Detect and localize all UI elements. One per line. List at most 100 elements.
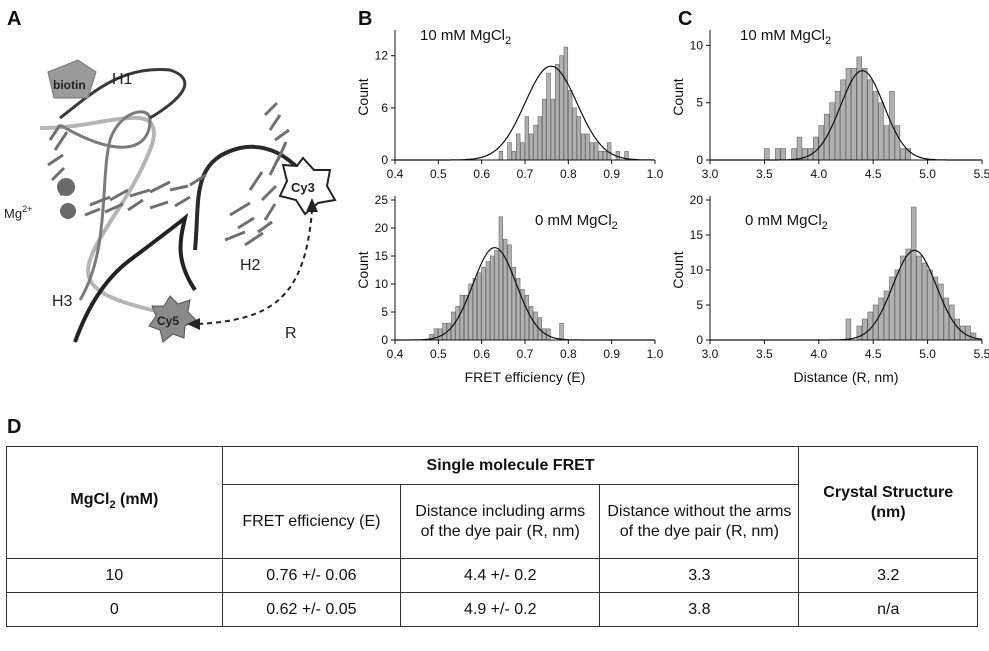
histogram-bar: [585, 133, 590, 161]
header-distance-including-arms: Distance including arms of the dye pair …: [400, 484, 601, 559]
x-tick-label: 1.0: [647, 167, 664, 181]
header-single-molecule-fret: Single molecule FRET: [221, 446, 800, 485]
cy3-label: Cy3: [291, 180, 315, 195]
strand-h2: [59, 110, 152, 301]
histogram-bar: [965, 325, 971, 341]
histogram-bar: [563, 46, 569, 161]
histogram-bar: [542, 98, 547, 161]
x-tick-label: 0.6: [473, 347, 490, 361]
cell-mg: 0: [6, 592, 223, 627]
histogram-bar: [572, 107, 577, 161]
histogram-bar: [894, 125, 901, 161]
cell-mg: 10: [6, 558, 223, 593]
x-tick-label: 3.5: [756, 347, 773, 361]
y-tick-label: 0: [381, 153, 388, 167]
histogram-bar: [529, 306, 534, 341]
histogram-bar: [546, 72, 551, 161]
mg-ion-1: [57, 178, 75, 196]
histogram-bar: [550, 98, 556, 161]
cy5-star: [148, 295, 197, 343]
histogram-bar: [507, 142, 512, 161]
histogram-charts: 0.4 0.5 0.6 0.7 0.8 0.9 1.0 0 6 12 Count 10 mM MgCl…: [355, 27, 989, 385]
histogram-bar: [780, 148, 786, 161]
histogram-bar: [970, 332, 977, 341]
x-tick-label: 0.7: [517, 167, 534, 181]
cell-fret-e: 0.76 +/- 0.06: [221, 558, 402, 593]
histogram-bar: [834, 90, 841, 161]
histogram-bar: [905, 248, 911, 341]
histogram-bar: [503, 238, 508, 341]
histogram-bar: [927, 269, 933, 341]
panel-letter-c: C: [678, 8, 693, 30]
histogram-bar: [872, 90, 879, 161]
histogram-bar: [568, 90, 573, 161]
histogram-bar: [555, 64, 560, 161]
cy3-star: [278, 156, 337, 216]
x-tick-label: 0.9: [603, 167, 620, 181]
histogram-bar: [511, 151, 517, 161]
y-axis-label: Count: [670, 78, 686, 115]
histogram-bar: [845, 68, 852, 161]
condition-label: 10 mM MgCl2: [420, 27, 511, 47]
y-tick-label: 0: [696, 333, 703, 347]
strand-h1: [39, 115, 161, 314]
cell-r-excl: 3.8: [599, 592, 800, 627]
histogram-bar: [862, 68, 868, 161]
arrow-head-cy5: [187, 318, 200, 330]
y-axis-label: Count: [355, 78, 371, 115]
x-tick-label: 5.0: [919, 347, 936, 361]
mg-ion-2: [60, 203, 76, 219]
x-tick-label: 3.5: [756, 167, 773, 181]
y-tick-label: 15: [375, 249, 389, 263]
histogram-bar: [829, 102, 835, 161]
y-tick-label: 10: [690, 38, 704, 52]
panel-letter-b: B: [358, 8, 373, 30]
histogram-bar: [494, 250, 499, 341]
histogram-bar: [840, 79, 846, 161]
cell-crystal: n/a: [798, 592, 978, 627]
label-h2: H2: [240, 257, 261, 274]
panel-letter-a: A: [7, 8, 22, 30]
y-tick-label: 5: [696, 298, 703, 312]
panel-letter-d: D: [7, 416, 22, 438]
histogram-bar: [459, 294, 465, 341]
histogram-bar: [867, 79, 873, 161]
x-tick-label: 4.5: [865, 167, 882, 181]
histogram-bar: [883, 125, 890, 161]
arrow-head-cy3: [306, 198, 318, 212]
y-tick-label: 12: [375, 49, 389, 63]
histogram-bar: [546, 328, 551, 341]
header-mgcl2: MgCl2 (mM): [6, 446, 223, 559]
x-axis-label: FRET efficiency (E): [465, 369, 586, 385]
x-tick-label: 0.4: [387, 347, 404, 361]
histogram-bar: [455, 306, 460, 341]
histogram-bar: [856, 325, 863, 341]
histogram-bar: [900, 255, 906, 341]
histogram-bar: [438, 328, 443, 341]
biotin-label: biotin: [53, 78, 86, 92]
mg-label: Mg2+: [4, 204, 32, 221]
x-tick-label: 5.5: [974, 347, 989, 361]
x-tick-label: 4.5: [865, 347, 882, 361]
x-tick-label: 5.0: [919, 167, 936, 181]
histogram-bar: [507, 244, 512, 341]
histogram-bar: [533, 124, 538, 161]
histogram-bar: [581, 133, 586, 161]
histogram-bar: [477, 272, 482, 341]
table-row: 10 0.76 +/- 0.06 4.4 +/- 0.2 3.3 3.2: [6, 558, 978, 593]
x-tick-label: 0.5: [430, 167, 447, 181]
histogram-bar: [516, 133, 521, 161]
histogram-bar: [537, 116, 543, 161]
table-row: 0 0.62 +/- 0.05 4.9 +/- 0.2 3.8 n/a: [6, 592, 978, 627]
histogram-bar: [774, 148, 781, 161]
strand-dark-right: [193, 144, 302, 251]
histogram-bar: [851, 68, 857, 161]
strand-h3: [73, 212, 197, 343]
x-tick-label: 0.6: [473, 167, 490, 181]
y-tick-label: 15: [690, 228, 704, 242]
condition-label: 0 mM MgCl2: [535, 212, 618, 232]
y-tick-label: 0: [381, 333, 388, 347]
header-fret-efficiency: FRET efficiency (E): [221, 484, 402, 559]
cell-crystal: 3.2: [798, 558, 978, 593]
x-tick-label: 3.0: [702, 347, 719, 361]
